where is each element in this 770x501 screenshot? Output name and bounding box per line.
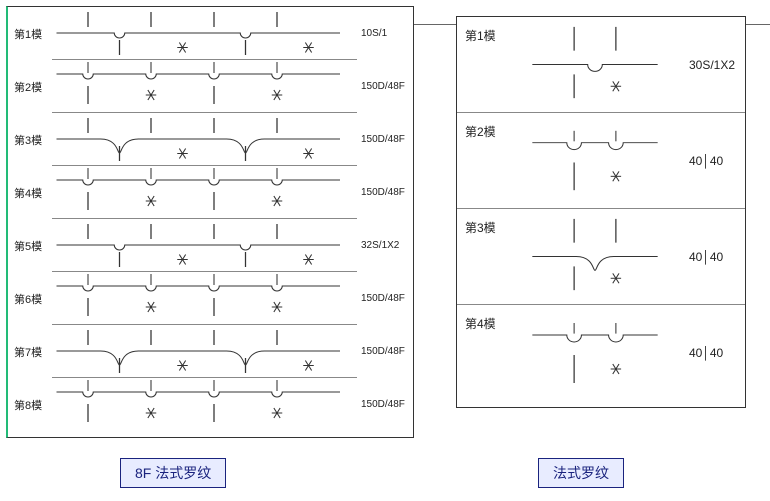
row-label: 第2模: [8, 79, 46, 95]
pattern-svg: [501, 305, 689, 401]
pattern-row: 第4模 150D/48F: [8, 166, 413, 219]
pattern-svg: [46, 113, 361, 166]
row-label: 第3模: [457, 209, 501, 236]
pattern-row: 第6模 150D/48F: [8, 272, 413, 325]
pattern-svg: [501, 113, 689, 208]
pattern-svg: [46, 272, 361, 325]
row-spec: 40│40: [689, 154, 745, 168]
row-label: 第1模: [8, 26, 46, 42]
row-spec: 150D/48F: [361, 346, 413, 357]
pattern-row: 第3模 40│40: [457, 209, 745, 305]
row-spec: 150D/48F: [361, 81, 413, 92]
pattern-row: 第7模 150D/48F: [8, 325, 413, 378]
pattern-svg: [46, 325, 361, 378]
row-spec: 40│40: [689, 250, 745, 264]
pattern-svg: [46, 60, 361, 113]
row-label: 第8模: [8, 397, 46, 413]
pattern-row: 第8模 150D/48F: [8, 378, 413, 431]
row-label: 第6模: [8, 291, 46, 307]
left-caption: 8F 法式罗纹: [120, 458, 226, 488]
pattern-svg: [501, 209, 689, 304]
connector-line: [414, 24, 456, 25]
row-label: 第4模: [457, 305, 501, 332]
pattern-row: 第2模 150D/48F: [8, 60, 413, 113]
right-panel: 第1模 30S/1X2 第2模 40│40 第3模 40│40 第4模 40│40: [456, 16, 746, 408]
pattern-svg: [501, 17, 689, 112]
pattern-svg: [46, 219, 361, 272]
pattern-row: 第3模 150D/48F: [8, 113, 413, 166]
pattern-row: 第2模 40│40: [457, 113, 745, 209]
row-label: 第7模: [8, 344, 46, 360]
row-label: 第5模: [8, 238, 46, 254]
pattern-row: 第1模 10S/1: [8, 7, 413, 60]
pattern-row: 第4模 40│40: [457, 305, 745, 401]
connector-line-right: [746, 24, 770, 25]
left-panel: 第1模 10S/1 第2模 150D/48F 第3模 150D/48F 第4模 150D/48…: [6, 6, 414, 438]
row-spec: 150D/48F: [361, 399, 413, 410]
row-spec: 32S/1X2: [361, 240, 413, 251]
right-caption: 法式罗纹: [538, 458, 624, 488]
pattern-svg: [46, 7, 361, 60]
row-spec: 150D/48F: [361, 187, 413, 198]
row-spec: 40│40: [689, 346, 745, 360]
pattern-svg: [46, 166, 361, 219]
row-label: 第4模: [8, 185, 46, 201]
row-spec: 150D/48F: [361, 293, 413, 304]
pattern-svg: [46, 378, 361, 431]
row-spec: 150D/48F: [361, 134, 413, 145]
pattern-row: 第5模 32S/1X2: [8, 219, 413, 272]
row-spec: 30S/1X2: [689, 58, 745, 72]
pattern-row: 第1模 30S/1X2: [457, 17, 745, 113]
row-label: 第2模: [457, 113, 501, 140]
row-label: 第3模: [8, 132, 46, 148]
row-label: 第1模: [457, 17, 501, 44]
row-spec: 10S/1: [361, 28, 413, 39]
